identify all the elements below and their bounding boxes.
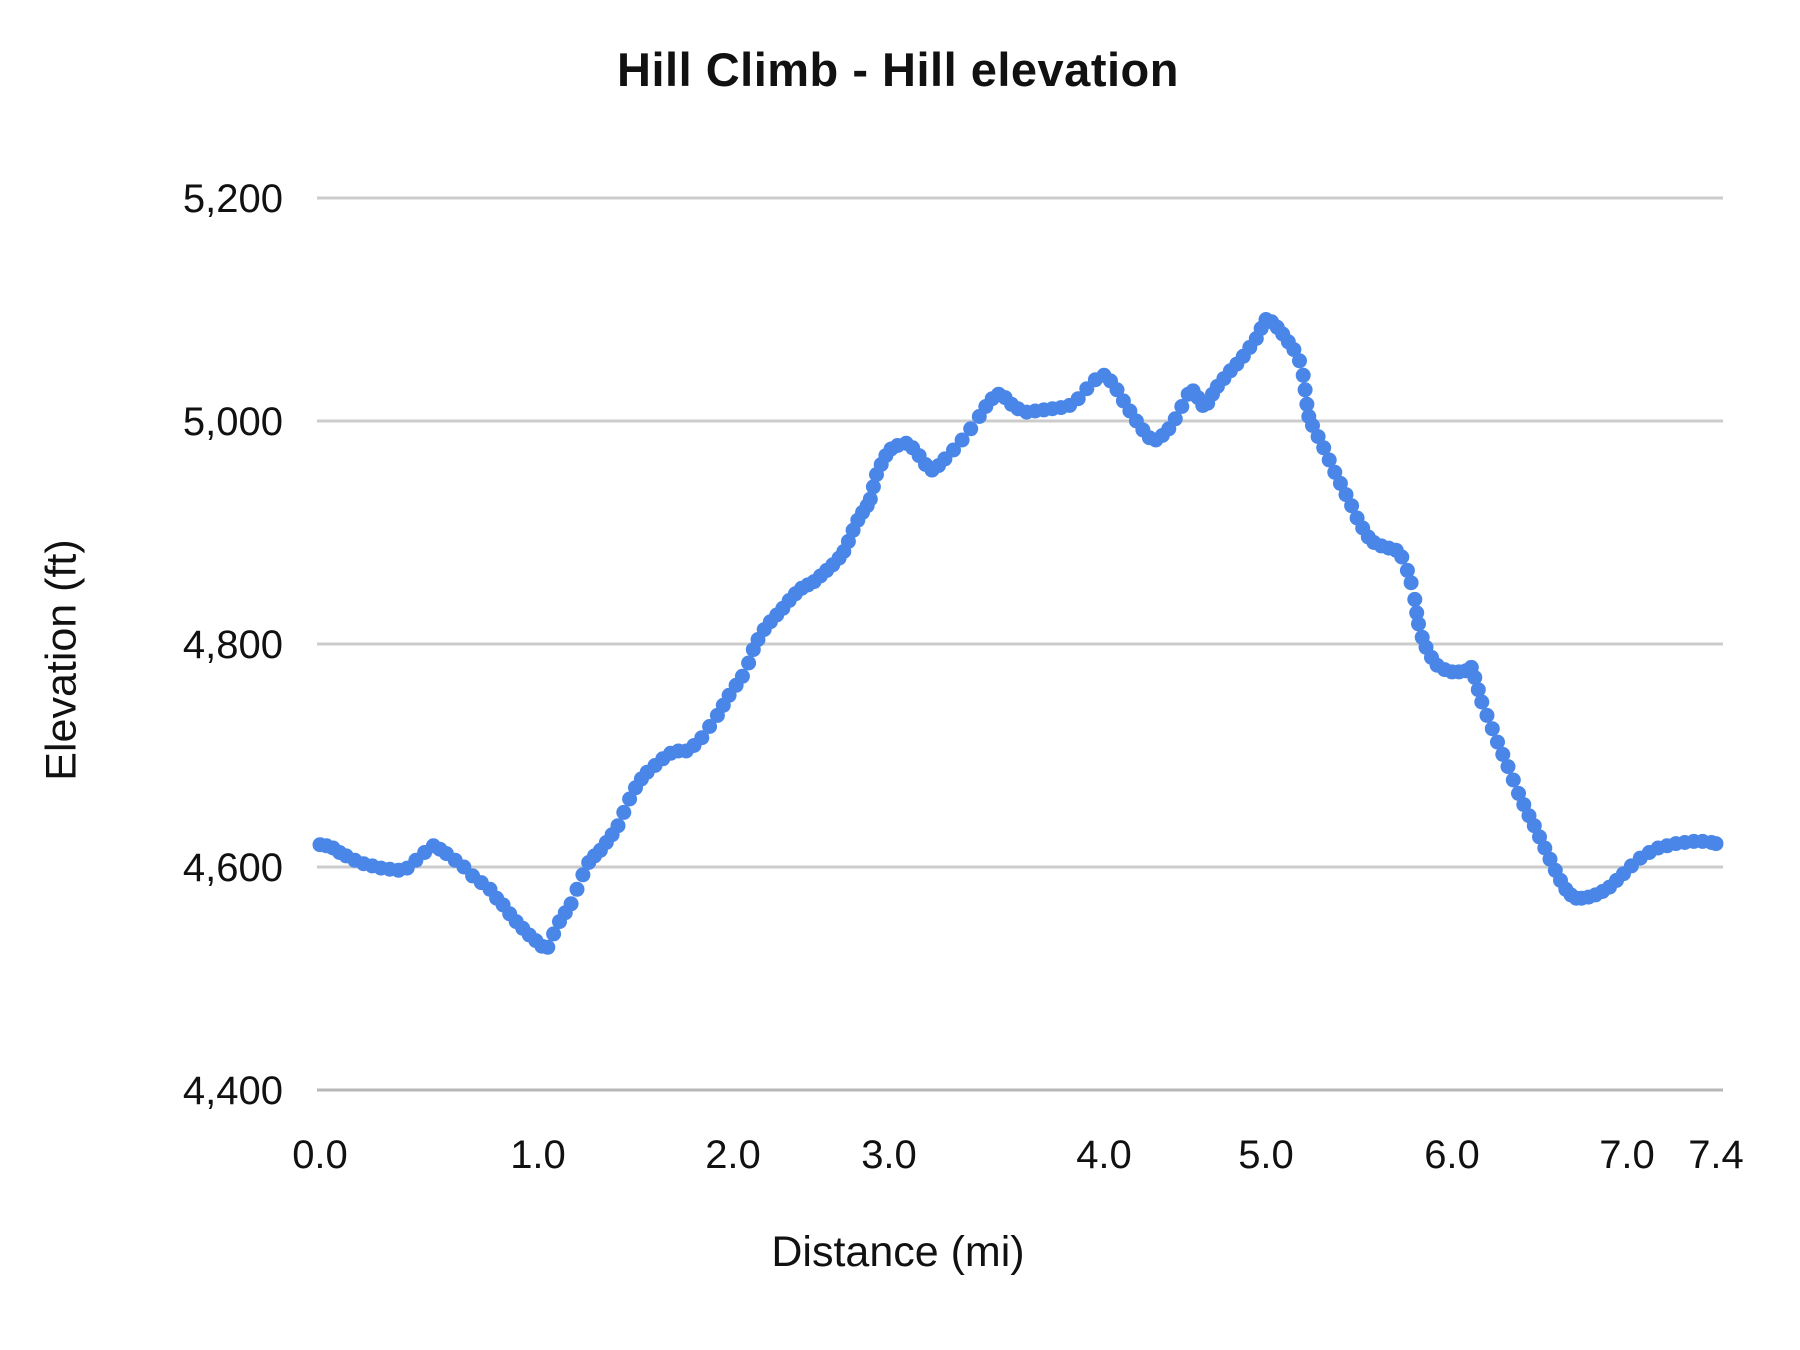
data-point (862, 491, 878, 507)
data-point (954, 432, 970, 448)
data-point (1467, 670, 1483, 685)
data-point (1403, 575, 1419, 591)
x-tick-label: 6.0 (1424, 1133, 1480, 1177)
x-tick-label: 0.0 (292, 1133, 348, 1177)
data-point (1470, 682, 1486, 698)
data-point (1070, 391, 1086, 407)
x-tick-label: 5.0 (1238, 1133, 1294, 1177)
x-tick-label: 7.4 (1688, 1133, 1744, 1177)
y-tick-label: 5,000 (183, 400, 283, 444)
data-point (569, 881, 585, 897)
data-point (1321, 452, 1337, 468)
data-point (1411, 616, 1426, 632)
data-point (1305, 418, 1320, 433)
data-point (741, 655, 757, 671)
data-point (1399, 562, 1415, 578)
data-point (1708, 836, 1724, 852)
data-point (1474, 694, 1490, 710)
data-point (575, 867, 591, 883)
data-point (694, 730, 710, 746)
chart-title: Hill Climb - Hill elevation (617, 43, 1179, 96)
y-tick-label: 4,600 (183, 846, 283, 890)
data-point (1409, 605, 1425, 621)
data-point (1295, 367, 1311, 383)
x-tick-label: 7.0 (1599, 1133, 1655, 1177)
data-point (1505, 772, 1521, 788)
data-point (1479, 707, 1495, 723)
data-point (616, 804, 632, 820)
data-point (1316, 440, 1332, 456)
data-point (1484, 721, 1500, 737)
y-axis-tick-labels: 4,400 4,600 4,800 5,000 5,200 (183, 177, 283, 1113)
x-axis-tick-labels: 0.0 1.0 2.0 3.0 4.0 5.0 6.0 7.0 7.4 (292, 1133, 1744, 1177)
data-point (702, 719, 718, 734)
data-point (1407, 591, 1423, 607)
gridlines (317, 196, 1723, 1092)
data-point (1338, 487, 1354, 503)
x-tick-label: 3.0 (861, 1133, 917, 1177)
data-point (1310, 429, 1326, 445)
data-point (1495, 746, 1511, 762)
data-point (1167, 411, 1183, 427)
data-point (563, 896, 579, 912)
data-point (734, 668, 750, 684)
x-tick-label: 1.0 (510, 1133, 566, 1177)
data-point (1394, 549, 1410, 565)
data-point (540, 939, 556, 955)
data-point (622, 791, 638, 807)
data-point (963, 421, 979, 437)
data-point (946, 442, 961, 458)
data-point (1532, 829, 1547, 845)
data-point (1297, 382, 1313, 398)
data-point (1286, 342, 1302, 358)
data-point (865, 479, 881, 495)
data-point (1344, 498, 1360, 514)
y-tick-label: 4,800 (183, 623, 283, 667)
data-point (1292, 353, 1307, 369)
data-point (1174, 399, 1190, 414)
y-tick-label: 5,200 (183, 177, 283, 221)
data-point (610, 818, 626, 834)
data-point (1537, 840, 1553, 856)
x-tick-label: 2.0 (705, 1133, 761, 1177)
data-point (1542, 851, 1558, 867)
data-point (1526, 818, 1542, 834)
data-point (1332, 475, 1348, 491)
data-point (1109, 382, 1125, 398)
x-tick-label: 4.0 (1076, 1133, 1132, 1177)
data-point (1500, 759, 1516, 775)
data-point (1327, 464, 1343, 480)
y-tick-label: 4,400 (183, 1069, 283, 1113)
data-point (1511, 785, 1526, 801)
elevation-series-dots (312, 312, 1724, 955)
data-point (546, 926, 562, 942)
data-point (1490, 734, 1505, 750)
data-point (1299, 396, 1315, 412)
x-axis-title: Distance (mi) (771, 1228, 1025, 1276)
